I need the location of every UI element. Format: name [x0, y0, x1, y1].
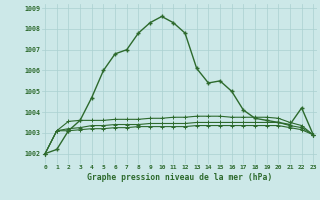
X-axis label: Graphe pression niveau de la mer (hPa): Graphe pression niveau de la mer (hPa)	[87, 173, 272, 182]
